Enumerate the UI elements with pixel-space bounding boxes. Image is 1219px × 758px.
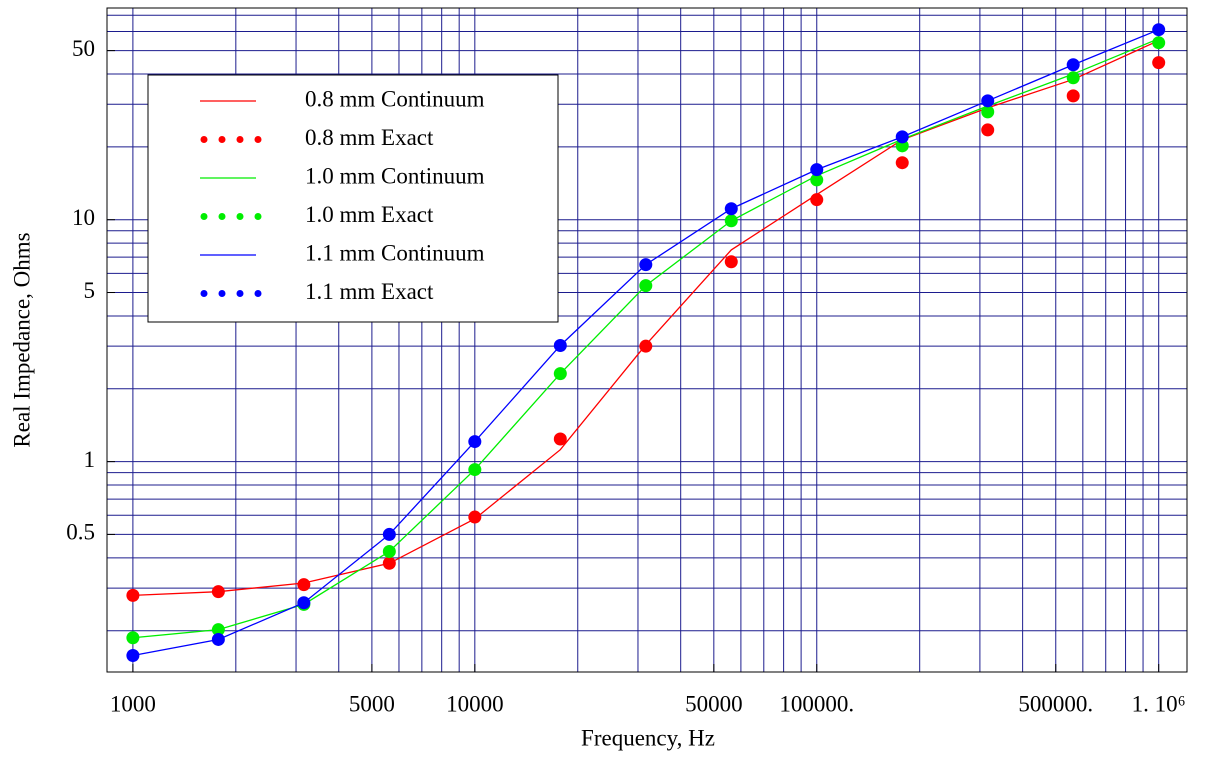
data-point — [468, 463, 482, 477]
y-tick-label: 5 — [84, 278, 96, 303]
data-point — [553, 367, 567, 381]
legend-swatch — [200, 213, 208, 220]
y-tick-label: 10 — [72, 205, 95, 230]
data-point — [724, 255, 738, 269]
data-point — [981, 123, 995, 137]
x-tick-label: 1. 10⁶ — [1132, 691, 1186, 716]
data-point — [553, 432, 567, 446]
data-point — [1152, 36, 1166, 50]
data-point — [211, 585, 225, 599]
data-point — [981, 105, 995, 119]
data-point — [810, 173, 824, 187]
legend-swatch — [254, 136, 262, 143]
data-point — [639, 258, 653, 272]
data-point — [126, 588, 140, 602]
legend-swatch — [218, 136, 226, 143]
y-axis-label: Real Impedance, Ohms — [9, 232, 34, 447]
data-point — [895, 130, 909, 144]
legend-label: 1.1 mm Continuum — [305, 240, 485, 265]
data-point — [1152, 23, 1166, 37]
legend-swatch — [218, 290, 226, 297]
data-point — [553, 338, 567, 352]
legend-label: 0.8 mm Continuum — [305, 86, 485, 111]
legend-label: 1.1 mm Exact — [305, 279, 434, 304]
data-point — [639, 279, 653, 293]
data-point — [126, 631, 140, 645]
data-point — [810, 193, 824, 207]
data-point — [895, 156, 909, 170]
y-tick-label: 1 — [84, 447, 96, 472]
x-axis-label: Frequency, Hz — [581, 725, 715, 750]
y-tick-label: 50 — [72, 36, 95, 61]
plot-frame — [106, 7, 1188, 673]
data-point — [382, 545, 396, 559]
data-point — [1152, 56, 1166, 70]
data-point — [382, 527, 396, 541]
legend-label: 0.8 mm Exact — [305, 125, 434, 150]
data-point — [1066, 89, 1080, 103]
data-point — [639, 339, 653, 353]
data-point — [468, 435, 482, 449]
data-point — [126, 648, 140, 662]
data-point — [468, 510, 482, 524]
legend-label: 1.0 mm Exact — [305, 202, 434, 227]
y-tick-label: 0.5 — [66, 520, 95, 545]
data-point — [1066, 71, 1080, 85]
data-point — [297, 578, 311, 592]
legend-swatch — [218, 213, 226, 220]
legend-swatch — [236, 290, 244, 297]
data-point — [724, 214, 738, 228]
x-tick-label: 500000. — [1018, 691, 1093, 716]
data-point — [297, 596, 311, 610]
x-tick-label: 1000 — [110, 691, 156, 716]
x-tick-label: 10000 — [446, 691, 504, 716]
legend-swatch — [254, 213, 262, 220]
legend-box — [147, 74, 559, 323]
data-point — [895, 139, 909, 153]
legend-swatch — [200, 290, 208, 297]
legend-swatch — [236, 136, 244, 143]
legend-swatch — [236, 213, 244, 220]
data-point — [810, 163, 824, 177]
data-point — [211, 623, 225, 637]
legend-swatch — [254, 290, 262, 297]
legend-label: 1.0 mm Continuum — [305, 163, 485, 188]
data-point — [724, 202, 738, 216]
data-point — [382, 556, 396, 570]
x-tick-label: 5000 — [349, 691, 395, 716]
x-tick-label: 50000 — [685, 691, 743, 716]
data-point — [1066, 58, 1080, 72]
x-tick-label: 100000. — [779, 691, 854, 716]
data-point — [981, 94, 995, 108]
data-point — [211, 632, 225, 646]
legend-swatch — [200, 136, 208, 143]
